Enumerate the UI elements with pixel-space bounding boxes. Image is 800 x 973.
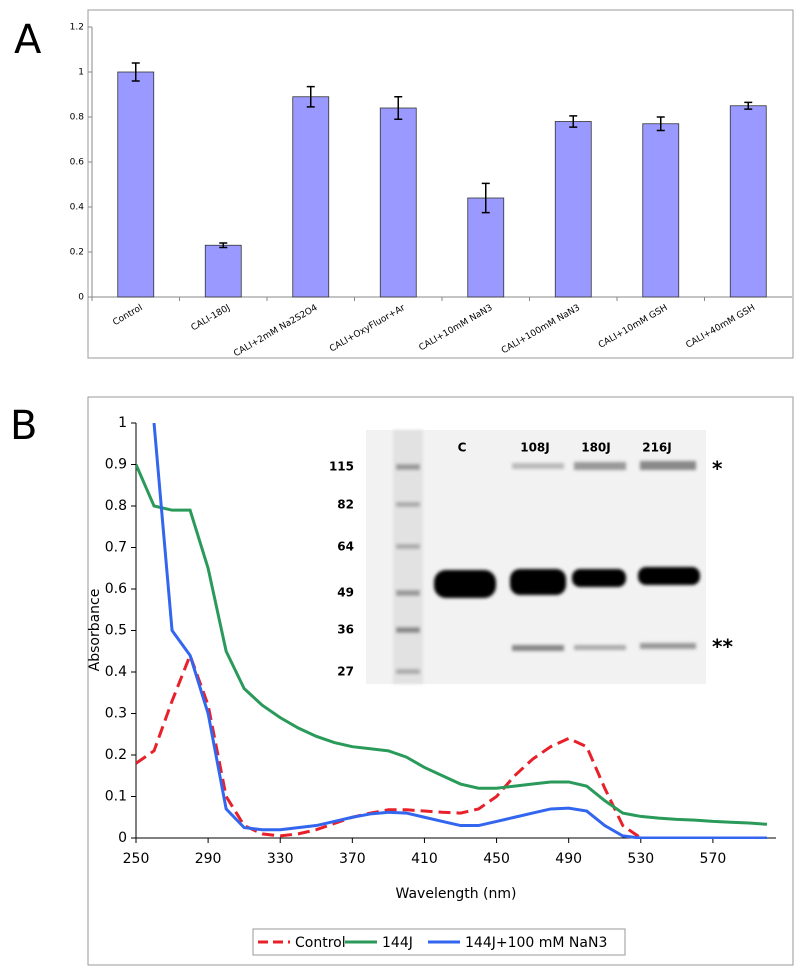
lane-label: 216J [642, 441, 672, 455]
y-axis-title: Absorbance [87, 589, 103, 672]
y-tick-label: 0.9 [105, 457, 127, 473]
x-tick-label: 330 [267, 851, 294, 867]
bar [642, 123, 680, 298]
bar [467, 197, 505, 298]
y-tick-label: 0.2 [105, 747, 127, 763]
legend-label: 144J [382, 935, 413, 951]
y-tick-label: 1 [78, 68, 84, 78]
marker-label: 27 [337, 665, 354, 679]
legend-label: Control [295, 935, 346, 951]
y-tick-label: 1.2 [70, 23, 84, 33]
x-tick-label: 250 [123, 851, 150, 867]
bar [554, 121, 592, 298]
legend-label: 144J+100 mM NaN3 [465, 935, 607, 951]
bar [292, 96, 330, 298]
band-mark: * [712, 457, 723, 481]
y-tick-label: 0.4 [70, 203, 85, 213]
x-tick-label: 290 [195, 851, 222, 867]
x-tick-label: 370 [339, 851, 366, 867]
y-tick-label: 0.7 [105, 540, 127, 556]
bar [117, 71, 155, 298]
y-tick-label: 0.1 [105, 789, 127, 805]
panel-label: B [10, 403, 37, 449]
y-tick-label: 0.6 [105, 581, 127, 597]
bar [729, 105, 767, 298]
bar [379, 107, 417, 298]
y-tick-label: 0 [118, 830, 127, 846]
bar [204, 244, 242, 298]
series-line [152, 423, 767, 839]
y-tick-label: 0.3 [105, 706, 127, 722]
lane-label: 180J [581, 441, 611, 455]
gel-bands [393, 430, 700, 684]
y-tick-label: 0.6 [70, 158, 85, 168]
x-tick-label: 410 [411, 851, 438, 867]
panel-label: A [14, 17, 42, 63]
x-tick-label: 570 [700, 851, 727, 867]
x-axis-title: Wavelength (nm) [396, 886, 517, 902]
marker-label: 64 [337, 540, 354, 554]
marker-label: 36 [337, 623, 354, 637]
y-tick-label: 0.4 [105, 664, 127, 680]
series-line [136, 463, 768, 826]
x-tick-label: 490 [555, 851, 582, 867]
series-line [136, 651, 767, 839]
plot-lines [136, 423, 768, 839]
band-mark: ** [712, 635, 733, 659]
lane-label: C [458, 441, 467, 455]
lane-label: 108J [520, 441, 550, 455]
panel-frame [87, 9, 794, 359]
x-tick-label: 450 [483, 851, 510, 867]
y-tick-label: 1 [118, 415, 127, 431]
y-tick-label: 0.8 [70, 113, 85, 123]
y-tick-label: 0.2 [70, 248, 84, 258]
marker-label: 49 [337, 586, 354, 600]
y-tick-label: 0 [78, 293, 84, 303]
marker-label: 115 [329, 460, 354, 474]
x-tick-label: 530 [627, 851, 654, 867]
y-tick-label: 0.8 [105, 498, 127, 514]
marker-label: 82 [337, 498, 354, 512]
y-tick-label: 0.5 [105, 623, 127, 639]
